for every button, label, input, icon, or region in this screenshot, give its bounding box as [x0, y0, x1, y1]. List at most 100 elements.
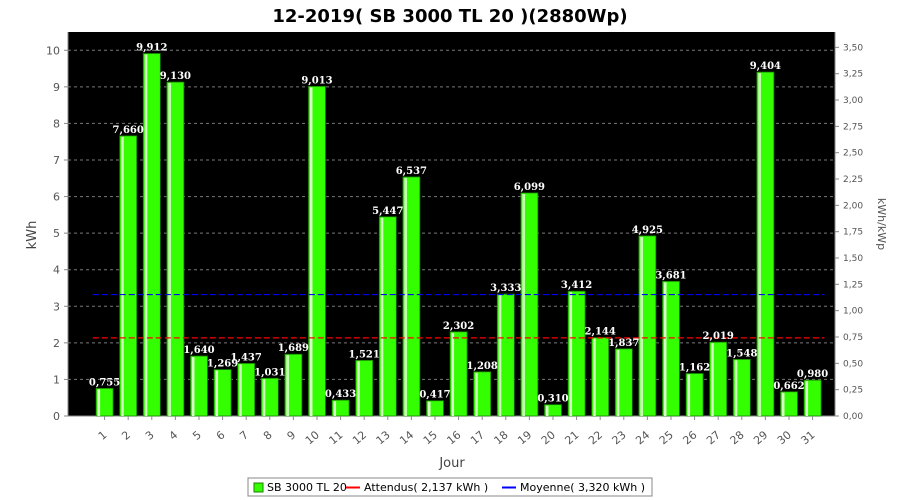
y2-tick-label: 3,00 — [843, 96, 863, 106]
data-label: 0,310 — [537, 394, 568, 405]
x-tick-label: 18 — [492, 428, 511, 447]
bar-highlight — [593, 338, 596, 416]
y2-tick-label: 2,75 — [843, 122, 863, 132]
bar-highlight — [168, 83, 171, 417]
data-label: 4,925 — [632, 225, 663, 236]
x-tick-label: 26 — [680, 428, 699, 447]
x-tick-label: 22 — [586, 428, 605, 447]
data-label: 2,019 — [703, 331, 734, 342]
x-axis-label: Jour — [438, 456, 465, 471]
bars — [95, 53, 822, 417]
data-label: 1,208 — [467, 361, 498, 372]
y-axis-label: kWh — [25, 221, 40, 250]
bar-highlight — [309, 87, 313, 416]
bar-highlight — [640, 236, 643, 416]
bar-highlight — [522, 193, 525, 416]
bar-highlight — [333, 401, 337, 416]
y-tick-label: 3 — [53, 300, 60, 313]
bar-highlight — [687, 374, 691, 416]
x-tick-label: 13 — [374, 428, 393, 447]
data-label: 3,333 — [490, 283, 521, 294]
data-label: 3,681 — [655, 270, 686, 281]
bar-highlight — [498, 295, 502, 416]
data-label: 3,412 — [561, 280, 592, 291]
bar-highlight — [357, 361, 360, 416]
data-label: 9,912 — [136, 43, 167, 54]
legend-box — [247, 477, 653, 497]
x-tick-label: 8 — [261, 428, 275, 442]
x-tick-label: 31 — [798, 428, 817, 447]
x-tick-label: 28 — [728, 428, 747, 447]
x-tick-label: 19 — [515, 428, 534, 447]
bar-highlight — [239, 364, 242, 416]
data-label: 0,662 — [773, 381, 804, 392]
x-tick-label: 17 — [468, 428, 487, 447]
x-tick-label: 29 — [751, 428, 770, 447]
data-label: 1,162 — [679, 363, 710, 374]
bar-highlight — [427, 401, 431, 416]
bar-highlight — [191, 357, 195, 416]
data-label: 9,013 — [301, 75, 332, 86]
legend-item-expected: Attendus( 2,137 kWh ) — [364, 481, 488, 494]
data-label: 1,437 — [231, 352, 262, 363]
x-tick-label: 5 — [190, 428, 204, 442]
bar-highlight — [711, 343, 714, 416]
data-label: 1,031 — [254, 367, 285, 378]
data-label: 0,980 — [797, 369, 828, 380]
data-label: 9,130 — [160, 71, 191, 82]
bar-highlight — [380, 217, 384, 416]
x-tick-label: 20 — [539, 428, 558, 447]
y2-tick-label: 1,25 — [843, 280, 863, 290]
bar-highlight — [262, 379, 266, 416]
y2-tick-label: 3,25 — [843, 70, 863, 80]
y-tick-label: 7 — [53, 154, 60, 167]
bar-highlight — [451, 332, 455, 416]
data-label: 6,099 — [514, 182, 545, 193]
y2-tick-label: 1,50 — [843, 254, 863, 264]
data-label: 1,269 — [207, 359, 238, 370]
y-tick-label: 8 — [53, 117, 60, 130]
bar-highlight — [144, 54, 148, 417]
y-tick-label: 6 — [53, 191, 60, 204]
y-tick-label: 4 — [53, 264, 60, 277]
x-tick-label: 9 — [285, 428, 299, 442]
x-tick-label: 23 — [610, 428, 629, 447]
y2-tick-label: 0,50 — [843, 359, 863, 369]
x-tick-label: 1 — [96, 428, 110, 442]
chart-title: 12-2019( SB 3000 TL 20 )(2880Wp) — [272, 6, 627, 27]
data-label: 0,417 — [419, 390, 450, 401]
x-tick-label: 16 — [444, 428, 463, 447]
bar-highlight — [616, 349, 620, 416]
bar-highlight — [286, 355, 289, 416]
x-tick-label: 25 — [657, 428, 676, 447]
x-tick-label: 6 — [214, 428, 228, 442]
data-label: 7,660 — [113, 125, 144, 136]
data-label: 5,447 — [372, 206, 403, 217]
bar-highlight — [121, 136, 124, 416]
data-label: 6,537 — [396, 166, 427, 177]
x-tick-label: 12 — [350, 428, 369, 447]
bar-highlight — [805, 381, 809, 416]
data-label: 9,404 — [750, 61, 781, 72]
y-tick-label: 10 — [46, 44, 60, 57]
x-tick-label: 30 — [775, 428, 794, 447]
y2-tick-label: 1,00 — [843, 307, 863, 317]
bar-highlight — [545, 405, 549, 416]
bar-highlight — [781, 392, 785, 416]
bar-highlight — [215, 370, 219, 416]
legend-item-bars: SB 3000 TL 20 — [267, 481, 347, 494]
x-tick-label: 27 — [704, 428, 723, 447]
bar-highlight — [569, 292, 573, 416]
data-label: 0,755 — [89, 377, 120, 388]
data-label: 1,521 — [349, 349, 380, 360]
y-tick-label: 9 — [53, 81, 60, 94]
y-axis-ticks: 0 1 2 3 4 5 6 7 8 9 10 — [46, 44, 68, 423]
data-label: 1,689 — [278, 343, 309, 354]
data-label: 1,837 — [608, 338, 639, 349]
x-tick-label: 4 — [167, 428, 181, 442]
x-tick-label: 10 — [303, 428, 322, 447]
bar-highlight — [663, 282, 667, 416]
bar-highlight — [404, 177, 407, 416]
y-tick-label: 1 — [53, 373, 60, 386]
